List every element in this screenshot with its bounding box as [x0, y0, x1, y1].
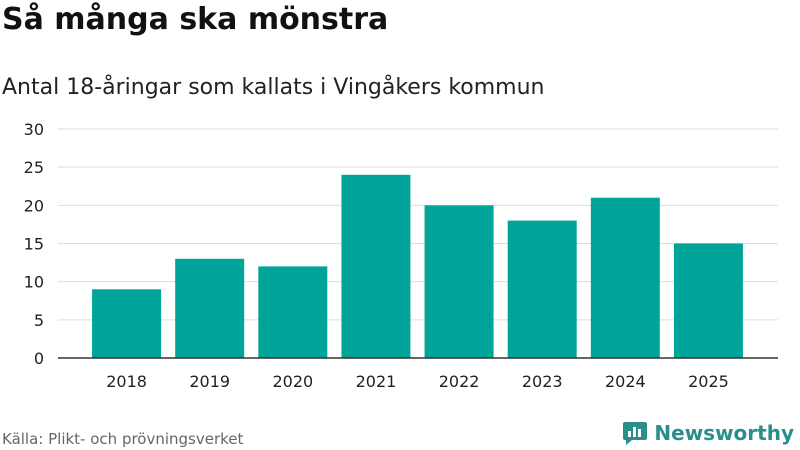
y-tick-label: 15 [24, 235, 44, 254]
x-tick-label: 2024 [605, 372, 646, 391]
x-tick-label: 2023 [522, 372, 563, 391]
bar-2018 [92, 289, 162, 358]
x-tick-label: 2022 [439, 372, 480, 391]
bar-2022 [424, 205, 494, 358]
bar-chart-speech-bubble-icon [623, 422, 648, 445]
chart-subtitle: Antal 18-åringar som kallats i Vingåkers… [2, 75, 545, 100]
x-tick-label: 2021 [356, 372, 397, 391]
bar-2023 [507, 220, 577, 358]
bars [92, 174, 743, 358]
y-tick-label: 20 [24, 196, 44, 215]
brand-logo: Newsworthy [622, 420, 794, 446]
bar-2025 [673, 243, 743, 358]
x-tick-label: 2020 [272, 372, 313, 391]
y-tick-label: 30 [24, 120, 44, 139]
x-axis-ticks: 2018 2019 2020 2021 2022 2023 2024 2025 [106, 372, 729, 391]
y-tick-label: 0 [34, 349, 44, 368]
y-tick-label: 5 [34, 311, 44, 330]
y-axis-ticks: 0 5 10 15 20 25 30 [24, 120, 44, 368]
x-tick-label: 2019 [189, 372, 230, 391]
brand-name: Newsworthy [654, 421, 794, 445]
x-tick-label: 2025 [688, 372, 729, 391]
bar-2019 [175, 258, 245, 358]
bar-2021 [341, 174, 411, 358]
bar-2024 [590, 197, 660, 358]
source-note: Källa: Plikt- och prövningsverket [2, 430, 244, 448]
x-tick-label: 2018 [106, 372, 147, 391]
gridlines [58, 128, 778, 321]
bar-2020 [258, 266, 328, 358]
y-tick-label: 10 [24, 273, 44, 292]
chart-title: Så många ska mönstra [2, 2, 389, 37]
y-tick-label: 25 [24, 158, 44, 177]
